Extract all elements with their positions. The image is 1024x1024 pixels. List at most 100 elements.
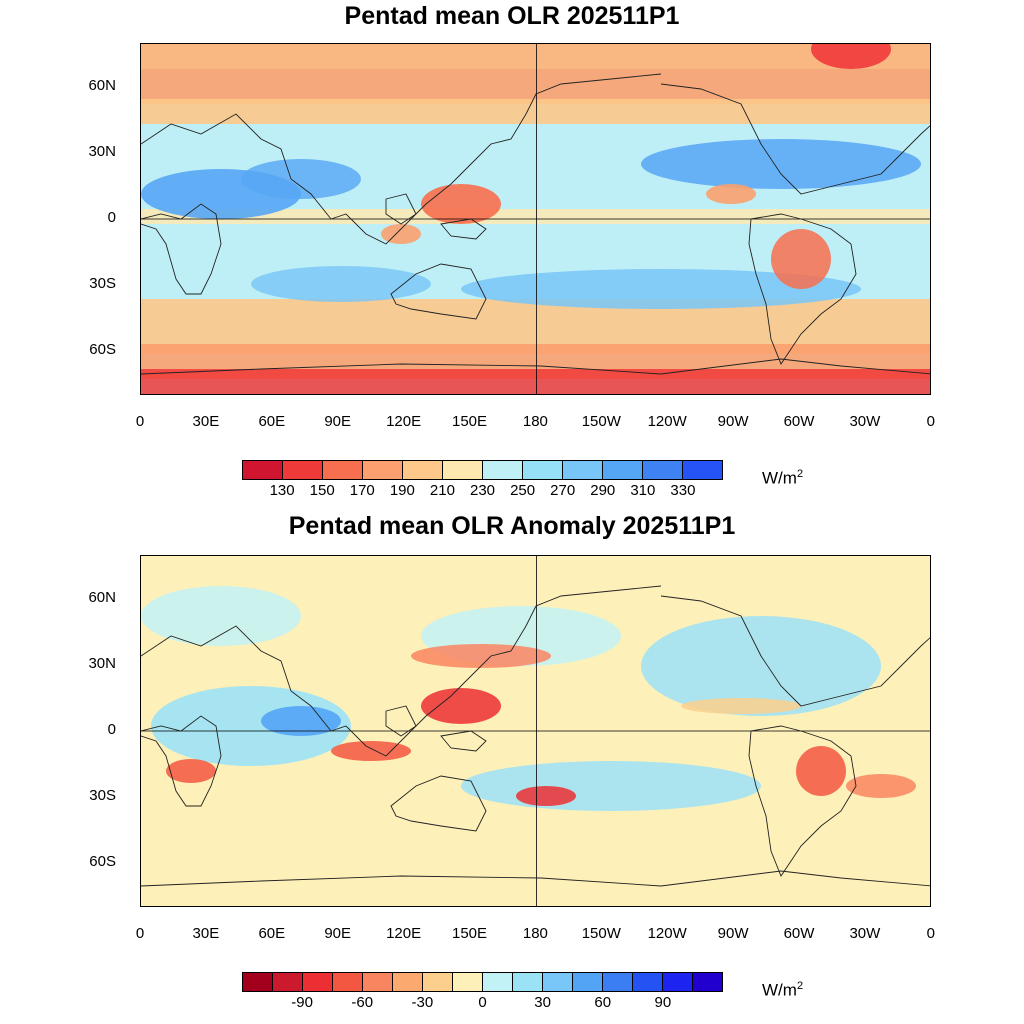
olr-unit-label: W/m2 <box>762 468 804 488</box>
colorbar-swatch <box>283 461 323 479</box>
colorbar-swatch <box>683 461 722 479</box>
colorbar-swatch <box>393 973 423 991</box>
colorbar-label: 270 <box>550 482 576 499</box>
coastline <box>390 263 487 320</box>
longitude-tick-label: 120W <box>647 925 687 942</box>
latitude-tick-label: 60S <box>89 853 116 870</box>
anomaly-unit-label: W/m2 <box>762 980 804 1000</box>
positive-anomaly-region <box>261 706 341 736</box>
colorbar-swatch <box>423 973 453 991</box>
positive-anomaly-region <box>461 761 761 811</box>
convective-region <box>771 229 831 289</box>
colorbar-swatch <box>643 461 683 479</box>
coastline <box>748 725 857 877</box>
colorbar-label: 30 <box>534 994 551 1011</box>
map-title-olr: Pentad mean OLR 202511P1 <box>344 2 680 30</box>
coastline <box>385 705 417 737</box>
itcz-band <box>141 209 930 224</box>
negative-anomaly-region <box>166 759 216 783</box>
longitude-tick-label: 60E <box>258 413 286 430</box>
subtropical-clear-region <box>461 269 861 309</box>
longitude-tick-label: 90W <box>717 413 749 430</box>
olr-map-panel <box>140 43 931 395</box>
colorbar-label: 170 <box>349 482 375 499</box>
colorbar-label: 250 <box>510 482 536 499</box>
subtropical-clear-region <box>251 266 431 302</box>
coastline <box>141 358 930 375</box>
coastline <box>141 870 930 887</box>
colorbar-swatch <box>363 973 393 991</box>
coastline <box>390 775 487 832</box>
coastline <box>660 595 930 707</box>
longitude-tick-label: 0 <box>926 925 935 942</box>
longitude-tick-label: 180 <box>522 925 548 942</box>
colorbar-swatch <box>483 461 523 479</box>
olr-field-image <box>141 44 930 394</box>
longitude-tick-label: 90W <box>717 925 749 942</box>
negative-anomaly-region <box>681 698 801 714</box>
longitude-tick-label: 0 <box>926 413 935 430</box>
colorbar-swatch <box>663 973 693 991</box>
longitude-tick-label: 60W <box>783 925 815 942</box>
colorbar-label: 310 <box>630 482 656 499</box>
polar-band <box>141 44 930 69</box>
colorbar-swatch <box>523 461 563 479</box>
colorbar-label: 190 <box>389 482 415 499</box>
coastline <box>141 585 662 757</box>
positive-anomaly-region <box>141 586 301 646</box>
colorbar-swatch <box>483 973 513 991</box>
anomaly-map-panel <box>140 555 931 907</box>
latitude-tick-label: 30N <box>88 655 116 672</box>
colorbar-swatch <box>443 461 483 479</box>
colorbar-swatch <box>693 973 722 991</box>
colorbar-swatch <box>563 461 603 479</box>
colorbar-swatch <box>243 461 283 479</box>
latitude-tick-label: 60S <box>89 341 116 358</box>
midlat-band <box>141 99 930 124</box>
coastline <box>440 730 487 752</box>
colorbar-label: -30 <box>411 994 434 1011</box>
latitude-tick-label: 60N <box>88 77 116 94</box>
convective-region <box>381 224 421 244</box>
colorbar-swatch <box>363 461 403 479</box>
antarctic-band <box>141 369 930 394</box>
colorbar-label: 130 <box>269 482 295 499</box>
colorbar-swatch <box>633 973 663 991</box>
greenland-cold-region <box>811 44 891 69</box>
colorbar-label: 330 <box>670 482 696 499</box>
negative-anomaly-region <box>846 774 916 798</box>
convective-region <box>706 184 756 204</box>
colorbar-swatch <box>273 973 303 991</box>
colorbar-swatch <box>403 461 443 479</box>
negative-anomaly-region <box>516 786 576 806</box>
convective-region <box>421 184 501 224</box>
latitude-tick-label: 30N <box>88 143 116 160</box>
positive-anomaly-region <box>641 616 881 716</box>
colorbar-label: 90 <box>654 994 672 1011</box>
longitude-tick-label: 30W <box>849 925 881 942</box>
latitude-tick-label: 0 <box>107 209 116 226</box>
coastline <box>141 715 222 807</box>
colorbar-swatch <box>543 973 573 991</box>
latitude-tick-label: 30S <box>89 275 116 292</box>
colorbar-swatch <box>513 973 543 991</box>
longitude-tick-label: 30E <box>192 925 220 942</box>
longitude-tick-label: 120E <box>386 925 422 942</box>
longitude-tick-label: 150W <box>581 413 621 430</box>
colorbar-swatch <box>573 973 603 991</box>
longitude-tick-label: 30E <box>192 413 220 430</box>
colorbar-swatch <box>603 461 643 479</box>
colorbar-label: -60 <box>351 994 374 1011</box>
anomaly-field-image <box>141 556 930 906</box>
coastline <box>141 203 222 295</box>
longitude-tick-label: 90E <box>324 925 352 942</box>
longitude-tick-label: 0 <box>135 925 145 942</box>
longitude-tick-label: 120W <box>647 413 687 430</box>
longitude-tick-label: 180 <box>522 413 548 430</box>
colorbar-swatch <box>243 973 273 991</box>
colorbar-label: 230 <box>469 482 496 499</box>
subtropical-clear-region <box>241 159 361 199</box>
coastline <box>748 213 857 365</box>
colorbar-label: -90 <box>291 994 313 1011</box>
latitude-tick-label: 60N <box>88 589 116 606</box>
